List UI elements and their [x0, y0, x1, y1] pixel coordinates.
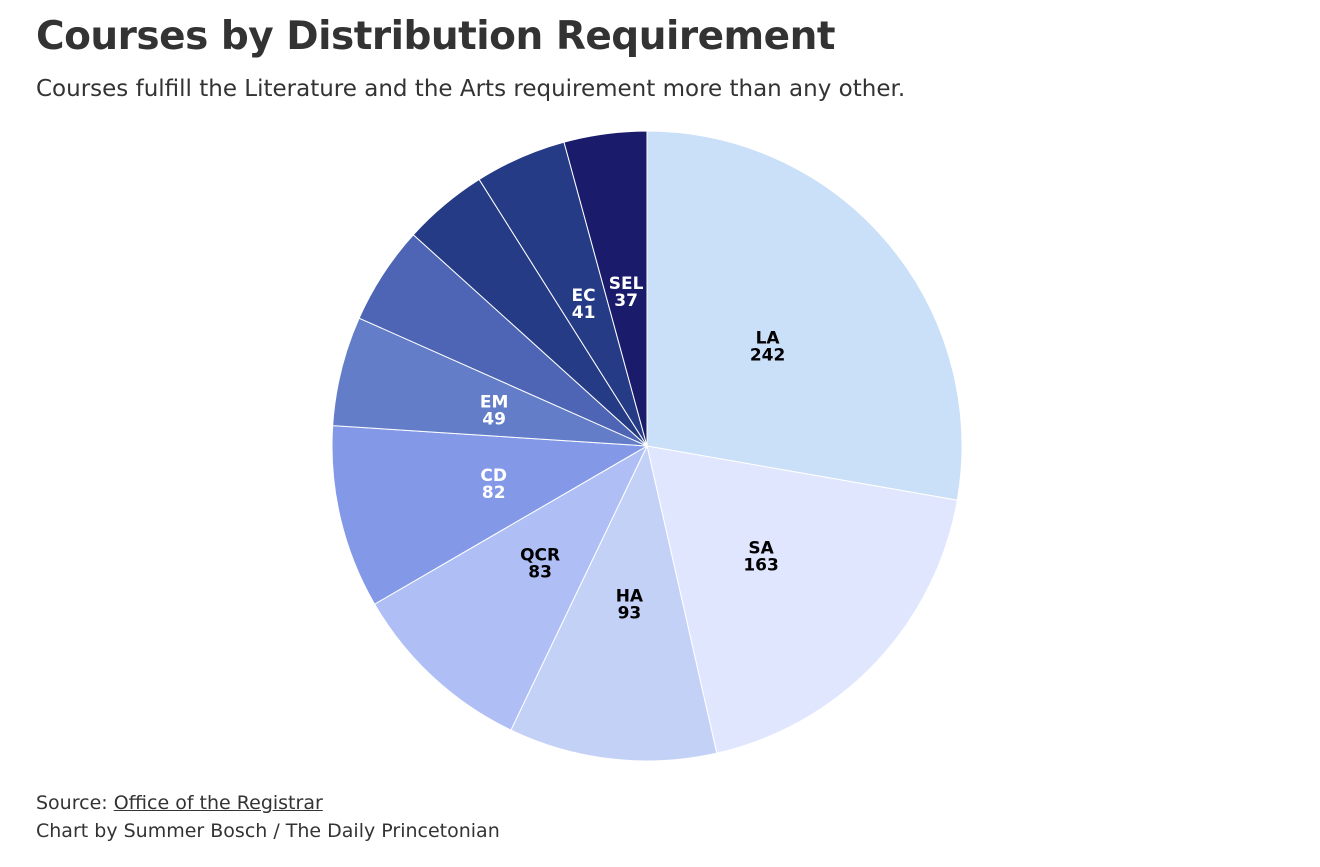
slice-value-label: 49: [482, 409, 506, 429]
slice-label-em: EM 49: [480, 392, 509, 429]
slice-category-label: EM: [480, 392, 509, 412]
slice-category-label: SEL: [609, 274, 644, 294]
slice-label-la: LA 242: [750, 329, 786, 366]
source-link[interactable]: Office of the Registrar: [113, 792, 323, 814]
source-prefix: Source:: [36, 792, 114, 814]
pie-slice-sa: [646, 445, 958, 754]
slice-label-ec: EC 41: [572, 286, 596, 323]
slice-value-label: 163: [743, 556, 779, 576]
slice-value-label: 93: [618, 604, 642, 624]
slice-label-cd: CD 82: [480, 466, 507, 503]
slice-category-label: HA: [616, 587, 644, 607]
pie-slice-cd: [331, 425, 649, 605]
slice-value-label: 37: [614, 291, 638, 311]
pie-slice-sel: [563, 130, 648, 447]
chart-subtitle: Courses fulfill the Literature and the A…: [36, 76, 906, 102]
slice-category-label: LA: [756, 329, 781, 349]
pie-slice-qcr: [373, 444, 649, 731]
pie-slices: [331, 130, 963, 762]
slice-label-qcr: QCR 83: [520, 546, 560, 583]
slice-category-label: SA: [748, 539, 774, 559]
chart-title: Courses by Distribution Requirement: [36, 14, 836, 59]
source-line: Source: Office of the Registrar: [36, 789, 500, 817]
slice-category-label: CD: [480, 466, 507, 486]
slice-value-label: 242: [750, 346, 786, 366]
slice-label-ha: HA 93: [616, 587, 644, 624]
slice-label-sel: SEL 37: [609, 274, 644, 311]
slice-value-label: 83: [528, 563, 552, 583]
slice-category-label: EC: [572, 286, 596, 306]
slice-category-label: QCR: [520, 546, 560, 566]
pie-labels: LA 242 SA 163 HA 93 QCR 83 CD 82 EM 49 EC 41 SEL 37: [480, 274, 786, 624]
pie-slice-la: [646, 130, 963, 501]
slice-value-label: 82: [482, 483, 506, 503]
pie-slice-ha: [510, 444, 718, 762]
chart-footer: Source: Office of the Registrar Chart by…: [36, 789, 500, 845]
slice-value-label: 41: [572, 303, 596, 323]
chart-credit: Chart by Summer Bosch / The Daily Prince…: [36, 820, 500, 842]
slice-label-sa: SA 163: [743, 539, 779, 576]
